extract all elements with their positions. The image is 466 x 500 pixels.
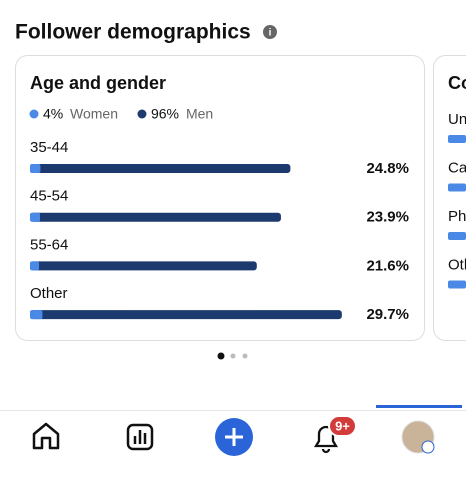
card-title: Age and gender bbox=[30, 73, 166, 93]
card bbox=[15, 55, 425, 341]
page-dot[interactable] bbox=[230, 353, 236, 359]
tab-indicator bbox=[376, 405, 462, 408]
bar-men bbox=[30, 261, 257, 271]
country-bar bbox=[448, 183, 466, 192]
avatar-badge bbox=[421, 440, 435, 454]
country-label: Un bbox=[448, 111, 466, 128]
home-icon[interactable] bbox=[32, 422, 60, 450]
legend-dot bbox=[29, 109, 39, 119]
category-label: 45-54 bbox=[30, 188, 68, 205]
bar-women bbox=[30, 261, 40, 271]
country-label: Ph bbox=[448, 208, 466, 225]
badge-text: 9+ bbox=[335, 418, 350, 433]
page-dot[interactable] bbox=[242, 353, 248, 359]
legend-value: 96% bbox=[151, 106, 179, 122]
category-label: 55-64 bbox=[30, 236, 68, 253]
legend-label: Men bbox=[186, 106, 213, 122]
country-bar bbox=[448, 135, 466, 143]
section-title: Follower demographics bbox=[15, 21, 251, 44]
legend-dot bbox=[137, 109, 147, 119]
category-label: 35-44 bbox=[30, 139, 68, 156]
bar-women bbox=[30, 212, 41, 222]
info-glyph: i bbox=[269, 28, 272, 39]
value-label: 29.7% bbox=[366, 306, 409, 323]
info-icon[interactable] bbox=[263, 25, 277, 39]
value-label: 24.8% bbox=[366, 160, 409, 177]
category-label: Other bbox=[30, 285, 68, 302]
country-label: Ca bbox=[448, 159, 466, 176]
legend-label: Women bbox=[70, 106, 118, 122]
bar-men bbox=[30, 310, 342, 320]
bar-men bbox=[30, 212, 281, 222]
value-label: 21.6% bbox=[366, 257, 409, 274]
card[interactable] bbox=[433, 55, 466, 341]
bar-women bbox=[30, 164, 41, 173]
card-title: Co bbox=[448, 73, 466, 93]
country-bar bbox=[448, 232, 466, 240]
value-label: 23.9% bbox=[366, 209, 409, 226]
page-dot[interactable] bbox=[217, 352, 225, 360]
plus-icon bbox=[225, 428, 243, 446]
country-label: Oth bbox=[448, 256, 466, 273]
country-bar bbox=[448, 280, 466, 289]
bar-men bbox=[30, 164, 291, 173]
stats-icon[interactable] bbox=[126, 423, 154, 451]
stats-icon-bars bbox=[133, 430, 147, 444]
badge bbox=[328, 415, 357, 437]
legend-value: 4% bbox=[43, 106, 63, 122]
bar-women bbox=[30, 310, 43, 320]
